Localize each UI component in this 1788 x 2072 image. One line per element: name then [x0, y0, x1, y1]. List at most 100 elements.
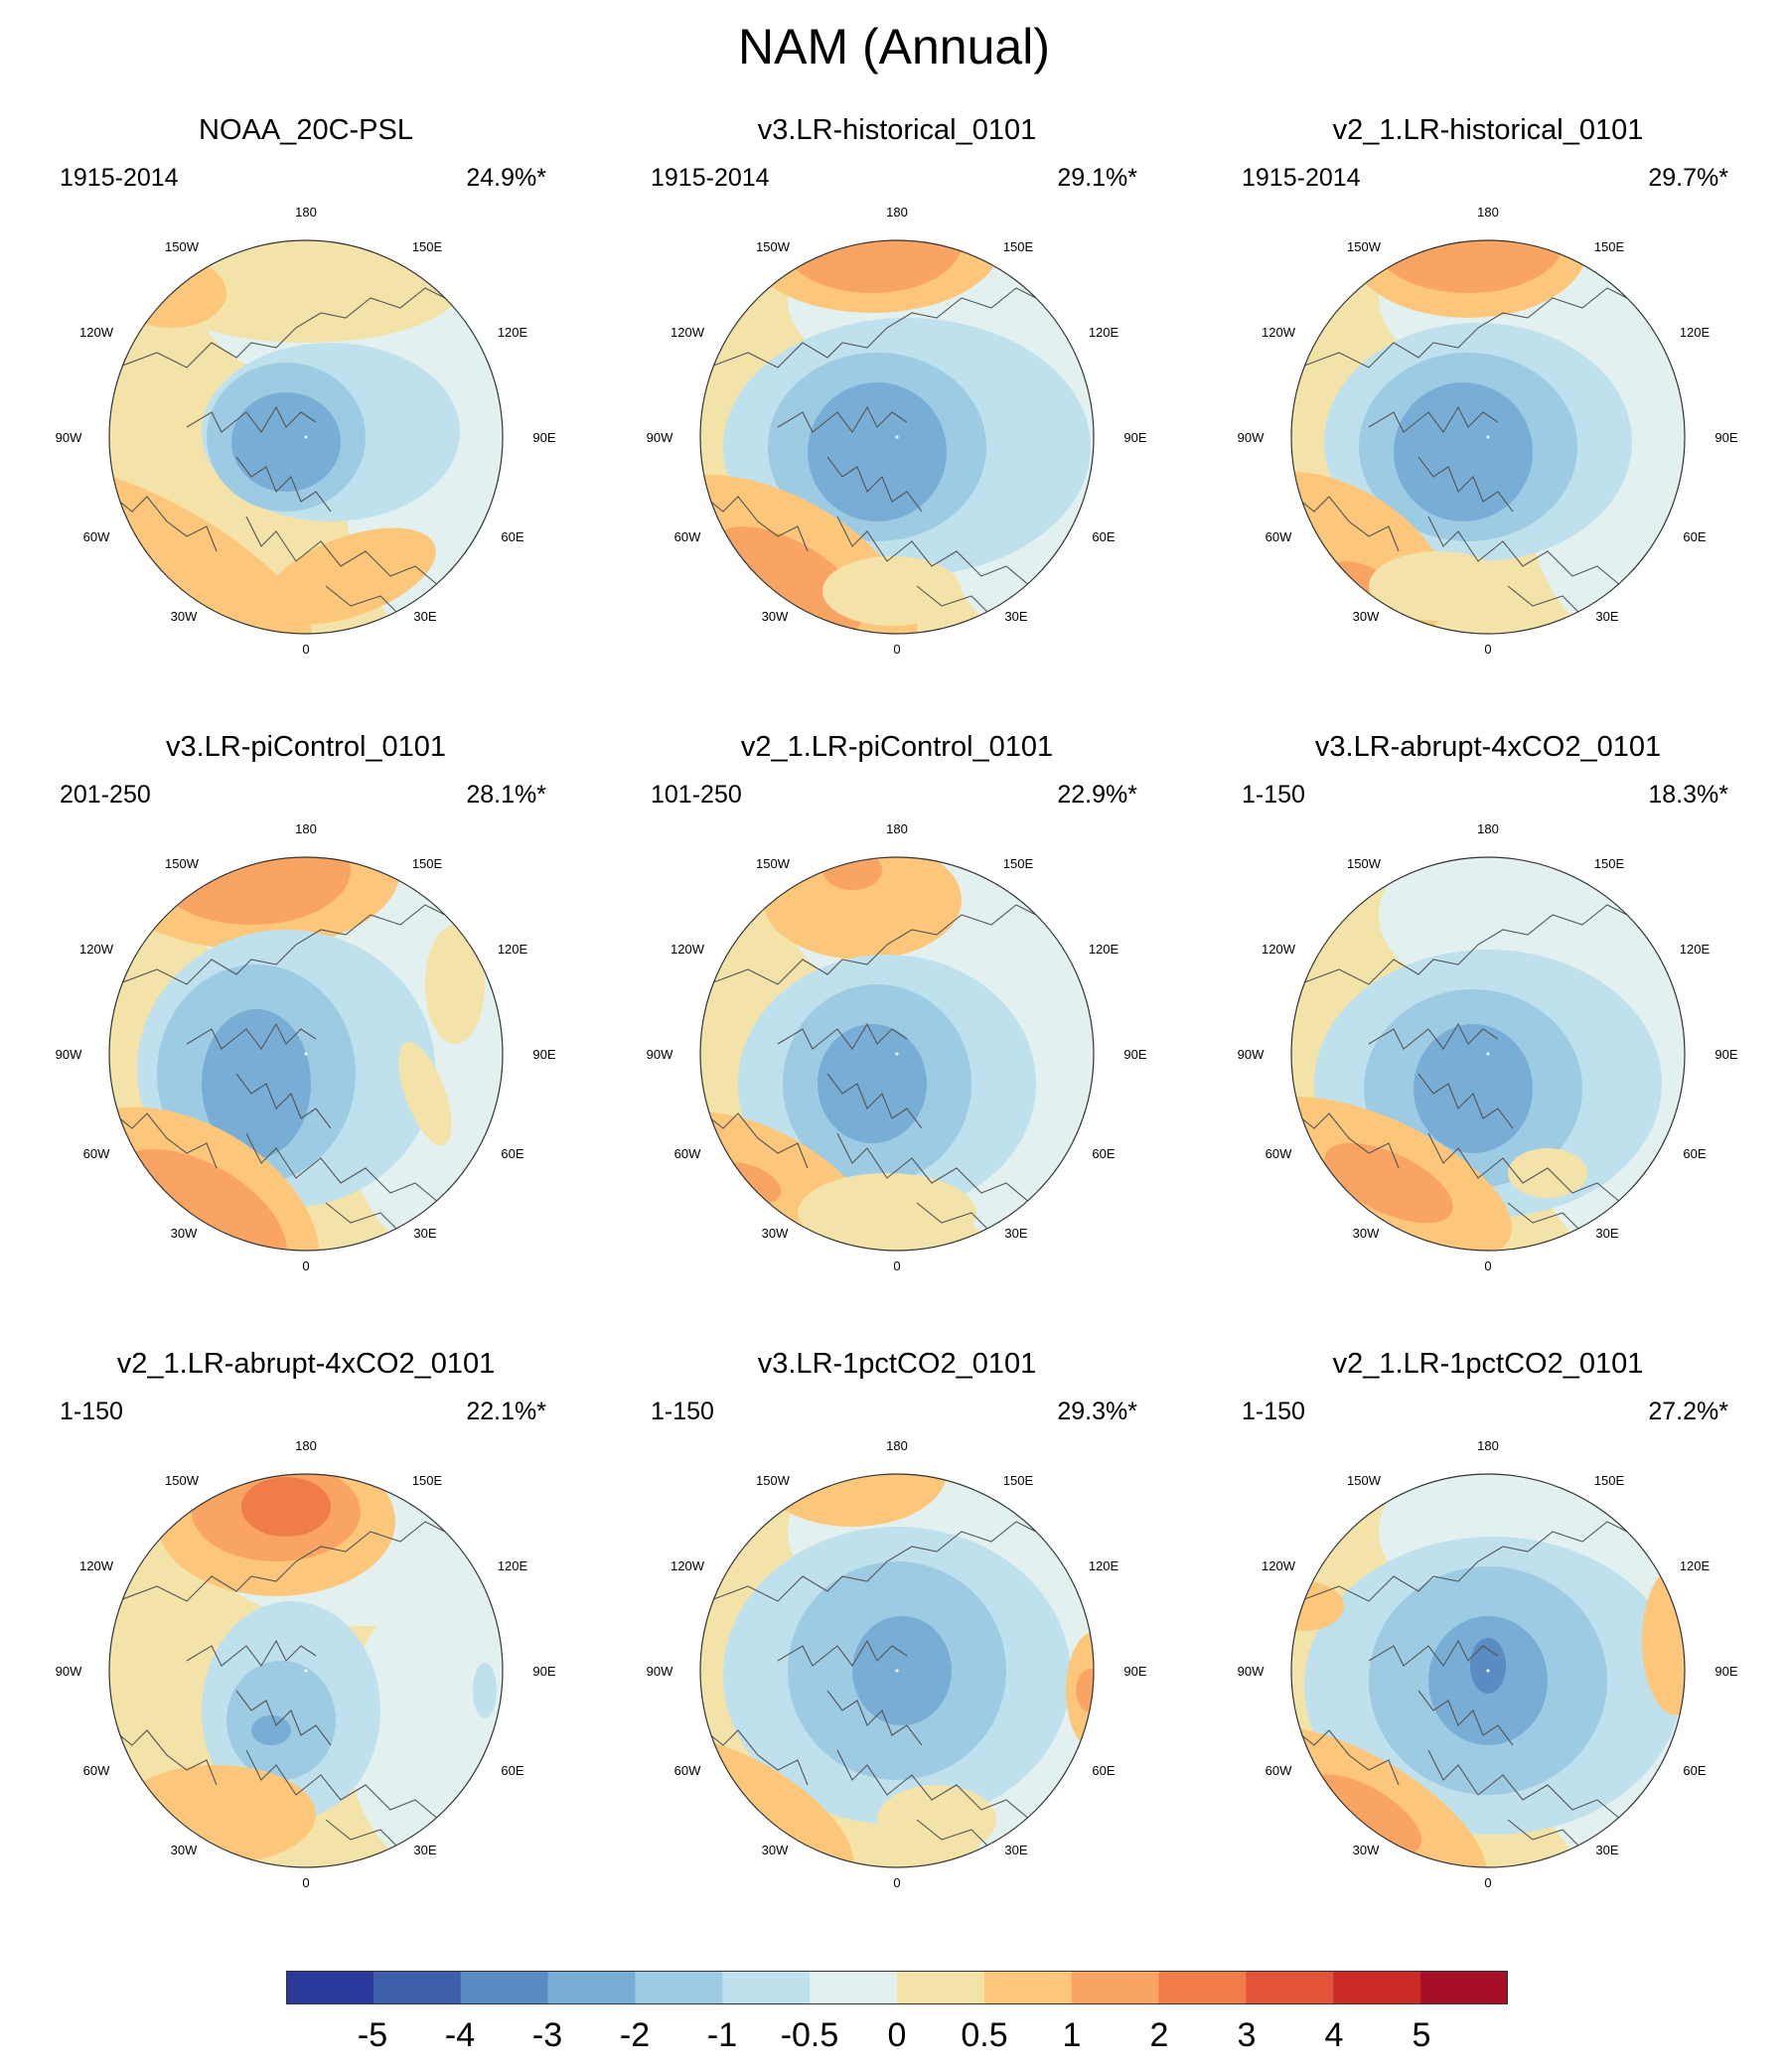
longitude-label: 60E: [1683, 1146, 1706, 1161]
coastline: [1368, 1639, 1499, 1667]
panel-title: v2_1.LR-1pctCO2_0101: [1332, 1348, 1644, 1380]
longitude-label: 120W: [1262, 325, 1296, 340]
map-panel: 180 150E 120E 90E 60E 30E 0 30W 60W 90W 120W 150W v…: [1190, 1348, 1786, 1964]
field-contour: [852, 1616, 952, 1725]
field-contour: [109, 466, 312, 634]
anomaly-field: [109, 1474, 503, 1867]
longitude-label: 90W: [1238, 1664, 1265, 1679]
coastline: [777, 1022, 908, 1050]
coastline: [116, 1501, 466, 1602]
longitude-label: 60W: [674, 529, 701, 544]
longitude-label: 60E: [1092, 1763, 1115, 1778]
coastline: [1447, 1863, 1519, 1867]
longitude-label: 30E: [1595, 1226, 1618, 1241]
polar-map: 180 150E 120E 90E 60E 30E 0 30W 60W 90W 120W 150W: [56, 1438, 556, 1890]
longitude-label: 30W: [1353, 1843, 1380, 1857]
longitude-label: 60E: [1683, 529, 1706, 544]
coastline: [1368, 405, 1499, 433]
longitude-label: 180: [295, 1438, 317, 1453]
longitude-label: 60W: [674, 1146, 701, 1161]
longitude-label: 120E: [1680, 942, 1711, 957]
pole-dot: [304, 1669, 308, 1673]
longitude-label: 150E: [1594, 856, 1625, 871]
coastline: [777, 1639, 908, 1667]
longitude-label: 60W: [1266, 529, 1292, 544]
longitude-label: 30E: [413, 1843, 436, 1857]
longitude-label: 150E: [412, 239, 443, 254]
map-panel: 180 150E 120E 90E 60E 30E 0 30W 60W 90W 120W 150W v…: [599, 114, 1195, 730]
field-contour: [877, 1785, 996, 1854]
longitude-label: 0: [1484, 1258, 1491, 1273]
longitude-label: 0: [1484, 642, 1491, 657]
panel-variance: 29.7%*: [1648, 164, 1728, 192]
coastlines: [1291, 1501, 1648, 1867]
panel-period: 1-150: [1242, 781, 1305, 809]
longitude-label: 180: [886, 1438, 908, 1453]
panel-period: 1-150: [651, 1398, 714, 1425]
longitude-label: 30W: [171, 1226, 198, 1241]
colorbar: [286, 1971, 1508, 2004]
coastlines: [1291, 884, 1648, 1251]
longitude-label: 150E: [412, 1473, 443, 1488]
field-contour: [1066, 1631, 1094, 1750]
coastlines: [1291, 267, 1648, 634]
longitude-label: 60W: [674, 1763, 701, 1778]
pole-dot: [1486, 1669, 1490, 1673]
longitude-label: 90E: [532, 430, 555, 445]
coastline: [109, 1724, 218, 1786]
colorbar-border: [286, 1971, 1508, 2004]
anomaly-field: [109, 240, 503, 634]
longitude-label: 90E: [1123, 1047, 1146, 1062]
colorbar-label: 4: [1324, 2016, 1344, 2054]
longitude-label: 120W: [79, 942, 114, 957]
longitude-label: 120W: [670, 1558, 705, 1573]
longitude-label: 30E: [1595, 609, 1618, 624]
colorbar-swatch: [635, 1971, 723, 2004]
longitude-label: 90E: [532, 1047, 555, 1062]
coastline: [700, 1724, 809, 1786]
panel-title: v3.LR-historical_0101: [757, 114, 1037, 146]
longitude-label: 90E: [1123, 430, 1146, 445]
coastline: [700, 1108, 809, 1169]
longitude-label: 150E: [1594, 239, 1625, 254]
coastline: [826, 456, 923, 513]
coastline: [777, 405, 908, 433]
longitude-label: 150W: [165, 239, 200, 254]
colorbar-swatch: [897, 1971, 985, 2004]
colorbar-label: -0.5: [780, 2016, 839, 2054]
longitude-label: 30W: [1353, 609, 1380, 624]
colorbar-swatch: [1071, 1971, 1160, 2004]
field-contour: [1324, 1142, 1453, 1224]
coastline: [1291, 1108, 1400, 1169]
colorbar-label: 5: [1412, 2016, 1431, 2054]
coastline: [245, 1132, 446, 1209]
colorbar-label: -1: [706, 2016, 738, 2054]
longitude-label: 120E: [498, 942, 528, 957]
coastline: [1447, 630, 1519, 634]
longitude-label: 90W: [1238, 430, 1265, 445]
longitude-label: 90E: [1714, 1047, 1737, 1062]
colorbar-label: 2: [1149, 2016, 1169, 2054]
coastline: [1291, 1724, 1400, 1786]
map-border: [699, 1473, 1095, 1868]
longitude-label: 180: [295, 205, 317, 220]
longitude-label: 180: [1477, 205, 1499, 220]
anomaly-field: [700, 240, 1094, 634]
map-border: [1290, 856, 1686, 1252]
field-contour: [241, 1477, 331, 1537]
coastline: [1298, 1501, 1648, 1602]
coastline: [856, 1247, 928, 1251]
longitude-label: 90W: [56, 1047, 82, 1062]
longitude-label: 60W: [83, 529, 110, 544]
panel-variance: 28.1%*: [466, 781, 546, 809]
colorbar-label: 1: [1062, 2016, 1082, 2054]
longitude-label: 30W: [762, 1843, 789, 1857]
colorbar-label: -3: [531, 2016, 563, 2054]
panel-variance: 24.9%*: [466, 164, 546, 192]
map-border: [699, 239, 1095, 635]
polar-map: 180 150E 120E 90E 60E 30E 0 30W 60W 90W 120W 150W: [56, 205, 556, 657]
coastline: [235, 1073, 332, 1129]
panel-period: 1915-2014: [60, 164, 179, 192]
coastline: [826, 1690, 923, 1746]
coastline: [265, 1247, 337, 1251]
